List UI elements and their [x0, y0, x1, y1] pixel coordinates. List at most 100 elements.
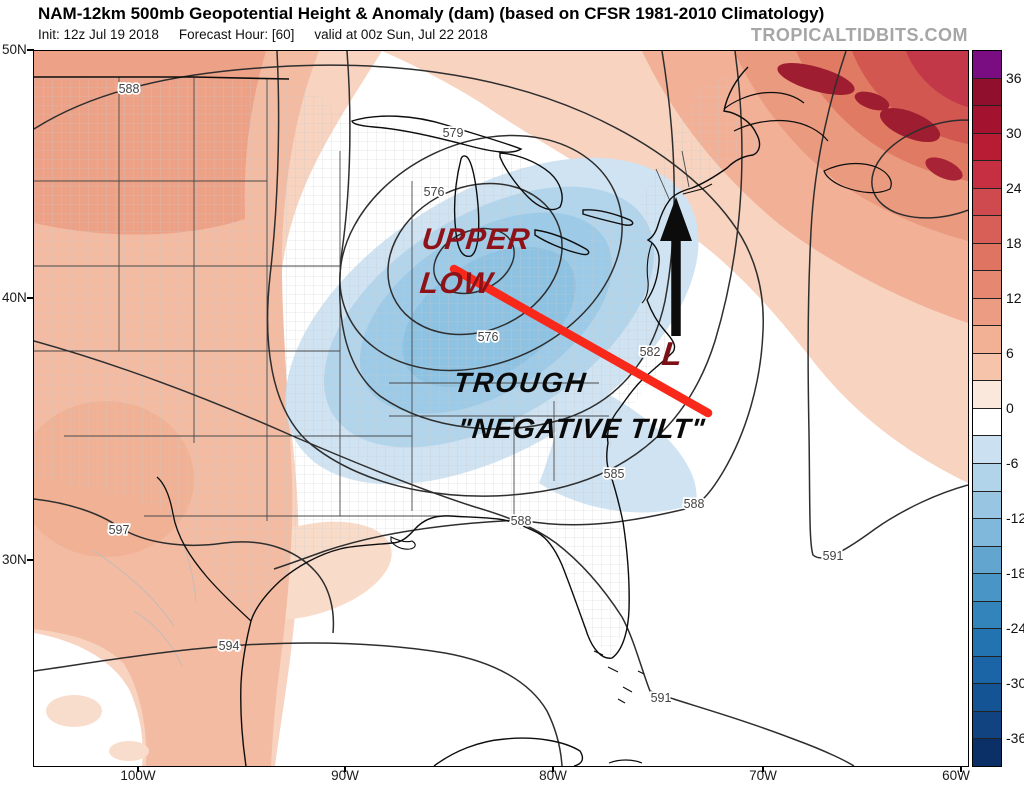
contour-label: 591 — [651, 691, 672, 705]
contour-label: 588 — [511, 514, 532, 528]
colorbar-cell — [973, 656, 1001, 685]
contour-579 — [339, 134, 623, 372]
colorbar-cell — [973, 684, 1001, 712]
contour-597 — [34, 498, 335, 634]
contour-588 — [34, 64, 764, 570]
lat-tick — [27, 559, 34, 561]
colorbar-cell — [973, 739, 1001, 766]
lake-huron — [499, 152, 563, 211]
lon-label-90w: 90W — [331, 768, 359, 783]
lake-superior — [351, 115, 523, 153]
lat-tick — [27, 49, 34, 51]
st-lawrence-coast — [723, 91, 829, 142]
contour-594 — [34, 642, 563, 766]
contour-label: 588 — [119, 82, 140, 96]
lon-tick — [960, 765, 962, 772]
colorbar-cell — [973, 133, 1001, 162]
lake-ontario — [582, 209, 634, 226]
colorbar-cell — [973, 271, 1001, 299]
long-island — [682, 183, 713, 195]
map-svg: 588 579 576 576 582 585 588 588 591 591 … — [34, 51, 968, 766]
colorbar-cell — [973, 161, 1001, 189]
colorbar-cell — [973, 106, 1001, 134]
colorbar-cell — [973, 463, 1001, 492]
lon-label-100w: 100W — [120, 768, 156, 783]
chesapeake-bay — [641, 242, 653, 304]
lon-label-80w: 80W — [539, 768, 567, 783]
lon-tick — [762, 765, 764, 772]
colorbar-cell — [973, 711, 1001, 740]
colorbar-cell — [973, 601, 1001, 630]
negative-tilt-label: "NEGATIVE TILT" — [456, 413, 708, 444]
hispaniola-coastline — [608, 759, 643, 764]
contour-591-west — [34, 340, 855, 766]
low-center-marker: L — [660, 335, 685, 372]
lon-tick — [137, 765, 139, 772]
lon-label-70w: 70W — [749, 768, 777, 783]
annotation-graphics — [449, 197, 713, 418]
contour-591-east — [807, 51, 968, 559]
contour-label: 597 — [109, 523, 130, 537]
colorbar-tick-label: -36 — [1006, 729, 1024, 746]
contour-label: 594 — [219, 639, 240, 653]
lon-tick — [552, 765, 554, 772]
colorbar-tick-label: -24 — [1006, 619, 1024, 636]
cuba-coastline — [433, 737, 584, 766]
contour-labels: 588 579 576 576 582 585 588 588 591 591 … — [107, 80, 845, 707]
map-canvas: 588 579 576 576 582 585 588 588 591 591 … — [33, 50, 969, 767]
lon-label-60w: 60W — [942, 768, 970, 783]
lon-tick — [344, 765, 346, 772]
forecast-hour: Forecast Hour: [60] — [178, 27, 295, 42]
colorbar-tick-label: 0 — [1006, 399, 1014, 416]
height-contours — [34, 51, 968, 766]
contour-585 — [266, 51, 743, 497]
colorbar-tick-label: 24 — [1006, 179, 1022, 196]
colorbar-cell — [973, 436, 1001, 464]
lat-label-30n: 30N — [2, 552, 27, 567]
run-info: Init: 12z Jul 19 2018 Forecast Hour: [60]… — [38, 27, 508, 42]
state-borders — [34, 77, 690, 521]
contour-label: 591 — [823, 549, 844, 563]
contour-maritimes-loop — [871, 119, 968, 219]
colorbar-tick-label: 30 — [1006, 124, 1022, 141]
site-watermark: TROPICALTIDBITS.COM — [750, 25, 968, 45]
us-canada-border — [34, 76, 290, 80]
mississippi-delta — [390, 536, 416, 550]
colorbar-cell — [973, 546, 1001, 575]
upper-low-label-line2: LOW — [418, 267, 495, 300]
contour-label: 576 — [478, 330, 499, 344]
colorbar-tick-label: 12 — [1006, 289, 1022, 306]
trough-axis-line — [449, 264, 713, 418]
lat-tick — [27, 297, 34, 299]
contour-label: 585 — [604, 467, 625, 481]
init-time: Init: 12z Jul 19 2018 — [38, 27, 159, 42]
colorbar-cell — [973, 298, 1001, 327]
colorbar-tick-label: -12 — [1006, 509, 1024, 526]
colorbar-cell — [973, 188, 1001, 217]
colorbar-cell — [973, 491, 1001, 520]
lake-michigan — [453, 155, 480, 258]
nova-scotia — [823, 162, 892, 194]
colorbar-cell — [973, 381, 1001, 409]
trough-label: TROUGH — [452, 367, 590, 398]
colorbar-tick-label: -6 — [1006, 454, 1019, 471]
contour-label: 582 — [640, 345, 661, 359]
colorbar-cell — [973, 519, 1001, 547]
colorbar-cell — [973, 51, 1001, 79]
colorbar-cell — [973, 78, 1001, 107]
valid-time: valid at 00z Sun, Jul 22 2018 — [314, 27, 488, 42]
colorbar-cell — [973, 629, 1001, 657]
contour-label: 576 — [424, 185, 445, 199]
rio-grande-border — [156, 476, 252, 622]
colorbar-tick-label: -18 — [1006, 564, 1024, 581]
colorbar-cell — [973, 326, 1001, 354]
bahamas-islands — [593, 650, 645, 704]
colorbar-cell — [973, 574, 1001, 602]
colorbar-cell — [973, 216, 1001, 244]
coastlines — [34, 66, 892, 766]
arrow-head — [660, 197, 692, 241]
colorbar-tick-label: 6 — [1006, 344, 1014, 361]
contour-576 — [387, 182, 563, 336]
upper-low-label-line1: UPPER — [420, 223, 533, 256]
colorbar-cell — [973, 353, 1001, 382]
